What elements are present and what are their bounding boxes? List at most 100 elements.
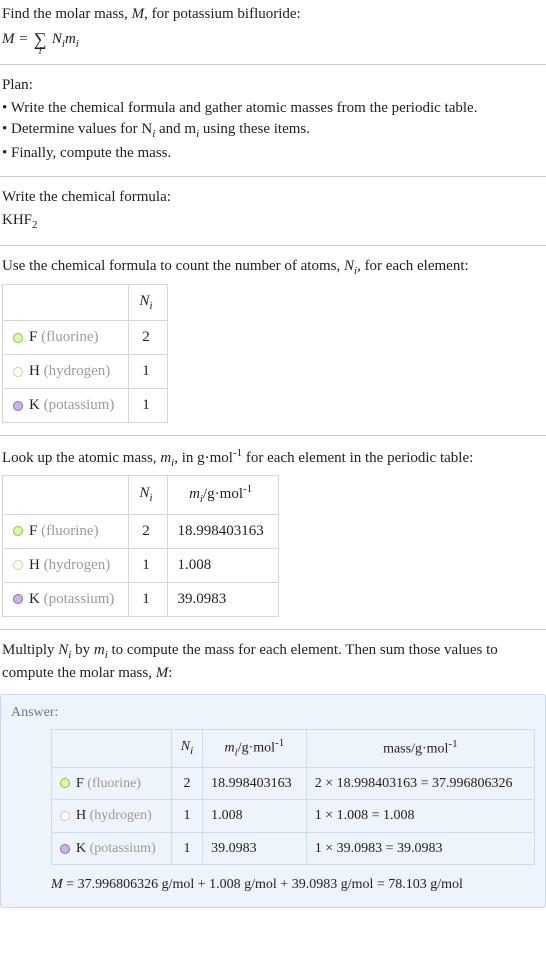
count-N: N bbox=[344, 258, 354, 274]
mass-cell: 1 × 39.0983 = 39.0983 bbox=[306, 832, 534, 865]
final-text: = 37.996806326 g/mol + 1.008 g/mol + 39.… bbox=[63, 877, 463, 892]
answer-label: Answer: bbox=[11, 703, 535, 723]
plan-item-text: and m bbox=[155, 121, 196, 137]
hdr-sup: -1 bbox=[243, 483, 252, 495]
mult-M: M bbox=[156, 665, 169, 681]
table-header-row: Ni bbox=[3, 284, 168, 320]
element-cell: H (hydrogen) bbox=[52, 800, 172, 833]
lookup-section: Look up the atomic mass, mi, in g·mol-1 … bbox=[0, 442, 546, 627]
element-name: (potassium) bbox=[44, 397, 115, 413]
formula-sub: 2 bbox=[32, 219, 38, 231]
count-title: Use the chemical formula to count the nu… bbox=[2, 256, 544, 279]
divider bbox=[0, 435, 546, 436]
element-cell: K (potassium) bbox=[52, 832, 172, 865]
intro-text2: , for potassium bifluoride: bbox=[144, 6, 301, 22]
m-cell: 1.008 bbox=[203, 800, 307, 833]
lookup-title-text3: for each element in the periodic table: bbox=[242, 450, 473, 466]
mass-cell: 1 × 1.008 = 1.008 bbox=[306, 800, 534, 833]
element-swatch-icon bbox=[60, 811, 70, 821]
hdr-N: N bbox=[139, 293, 149, 309]
lookup-sup: -1 bbox=[233, 447, 242, 459]
mass-cell: 2 × 18.998403163 = 37.996806326 bbox=[306, 767, 534, 800]
element-swatch-icon bbox=[13, 401, 23, 411]
hdr-sup: -1 bbox=[275, 737, 284, 749]
hdr-N-sub: i bbox=[149, 300, 152, 312]
intro-section: Find the molar mass, M, for potassium bi… bbox=[0, 0, 546, 62]
plan-item: • Determine values for Ni and mi using t… bbox=[2, 119, 544, 142]
n-cell: 1 bbox=[129, 354, 167, 388]
element-name: (hydrogen) bbox=[90, 808, 152, 823]
table-header-n: Ni bbox=[171, 729, 202, 767]
table-header-m: mi/g·mol-1 bbox=[167, 476, 278, 514]
n-cell: 2 bbox=[171, 767, 202, 800]
table-row: F (fluorine) 2 bbox=[3, 320, 168, 354]
m-cell: 18.998403163 bbox=[203, 767, 307, 800]
lookup-m: m bbox=[160, 450, 171, 466]
hdr-N: N bbox=[139, 485, 149, 501]
mult-text: Multiply bbox=[2, 642, 58, 658]
element-cell: H (hydrogen) bbox=[3, 354, 129, 388]
element-swatch-icon bbox=[13, 367, 23, 377]
n-cell: 1 bbox=[129, 582, 167, 616]
n-cell: 1 bbox=[129, 548, 167, 582]
n-cell: 1 bbox=[171, 832, 202, 865]
plan-list: • Write the chemical formula and gather … bbox=[2, 98, 544, 163]
formula-value: KHF2 bbox=[2, 210, 544, 233]
table-header-row: Ni mi/g·mol-1 bbox=[3, 476, 279, 514]
element-symbol: K bbox=[76, 841, 86, 856]
table-header-row: Ni mi/g·mol-1 mass/g·mol-1 bbox=[52, 729, 535, 767]
lookup-table: Ni mi/g·mol-1 F (fluorine) 2 18.99840316… bbox=[2, 475, 279, 616]
element-swatch-icon bbox=[13, 333, 23, 343]
element-cell: K (potassium) bbox=[3, 388, 129, 422]
table-header-empty bbox=[3, 284, 129, 320]
divider bbox=[0, 64, 546, 65]
hdr-sub: i bbox=[149, 492, 152, 504]
n-cell: 2 bbox=[129, 320, 167, 354]
table-header-n: Ni bbox=[129, 476, 167, 514]
element-symbol: F bbox=[29, 523, 37, 539]
m-cell: 39.0983 bbox=[167, 582, 278, 616]
hdr-N: N bbox=[181, 739, 190, 754]
plan-title: Plan: bbox=[2, 75, 544, 96]
element-name: (fluorine) bbox=[87, 776, 141, 791]
element-cell: F (fluorine) bbox=[52, 767, 172, 800]
table-header-empty bbox=[52, 729, 172, 767]
table-row: K (potassium) 1 bbox=[3, 388, 168, 422]
element-name: (hydrogen) bbox=[44, 363, 111, 379]
element-name: (fluorine) bbox=[41, 523, 98, 539]
hdr-m: m bbox=[189, 486, 200, 502]
element-cell: K (potassium) bbox=[3, 582, 129, 616]
intro-formula: M = ∑i Nimi bbox=[2, 27, 544, 52]
mult-text4: : bbox=[168, 665, 172, 681]
final-equation: M = 37.996806326 g/mol + 1.008 g/mol + 3… bbox=[51, 875, 535, 895]
element-swatch-icon bbox=[13, 560, 23, 570]
formula-section: Write the chemical formula: KHF2 bbox=[0, 183, 546, 243]
table-header-n: Ni bbox=[129, 284, 167, 320]
divider bbox=[0, 245, 546, 246]
hdr-m: m bbox=[225, 740, 235, 755]
element-cell: F (fluorine) bbox=[3, 514, 129, 548]
n-cell: 1 bbox=[129, 388, 167, 422]
hdr-mass: mass/g·mol bbox=[383, 742, 448, 757]
plan-item: • Write the chemical formula and gather … bbox=[2, 98, 544, 119]
answer-box: Answer: Ni mi/g·mol-1 mass/g·mol-1 F (fl… bbox=[0, 694, 546, 908]
element-symbol: H bbox=[29, 363, 40, 379]
formula-text: KHF bbox=[2, 212, 32, 228]
eq-m-sub: i bbox=[76, 38, 79, 50]
element-cell: F (fluorine) bbox=[3, 320, 129, 354]
m-cell: 1.008 bbox=[167, 548, 278, 582]
intro-text: Find the molar mass, bbox=[2, 6, 132, 22]
element-swatch-icon bbox=[13, 526, 23, 536]
element-name: (potassium) bbox=[90, 841, 156, 856]
sigma-sub: i bbox=[32, 45, 48, 59]
element-symbol: K bbox=[29, 397, 40, 413]
count-table: Ni F (fluorine) 2 H (hydrogen) 1 K (pota… bbox=[2, 284, 168, 423]
element-symbol: K bbox=[29, 591, 40, 607]
m-cell: 18.998403163 bbox=[167, 514, 278, 548]
plan-item-text: • Determine values for N bbox=[2, 121, 152, 137]
element-symbol: H bbox=[76, 808, 86, 823]
eq-N: N bbox=[48, 31, 62, 47]
multiply-section: Multiply Ni by mi to compute the mass fo… bbox=[0, 636, 546, 688]
element-swatch-icon bbox=[13, 594, 23, 604]
divider bbox=[0, 629, 546, 630]
